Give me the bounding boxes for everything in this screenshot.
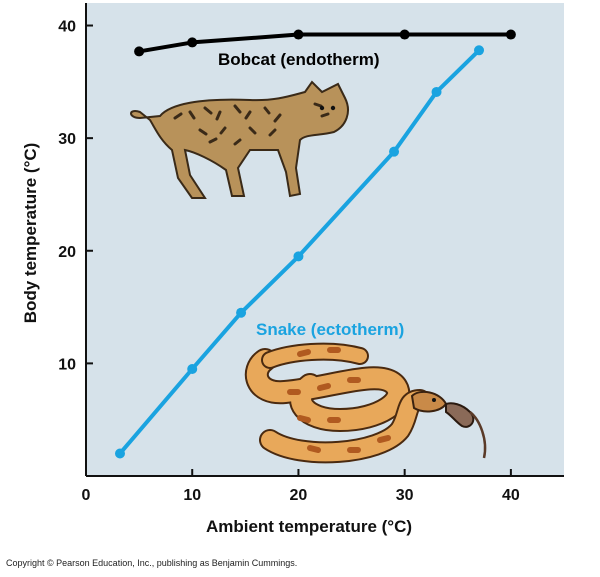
y-tick-label: 30 — [58, 131, 76, 148]
x-tick-label: 0 — [82, 487, 91, 504]
copyright-notice: Copyright © Pearson Education, Inc., pub… — [6, 558, 298, 568]
snake-series-label: Snake (ectotherm) — [256, 320, 404, 339]
snake-illustration — [244, 342, 487, 464]
snake-data-point — [293, 251, 304, 262]
bobcat-data-point — [187, 37, 198, 48]
snake-data-point — [114, 448, 125, 459]
chart-marks: 0 10 20 30 40 10 20 30 40 Ambient temperature (°C… — [21, 3, 564, 536]
bobcat-data-point — [399, 29, 410, 40]
bobcat-data-point — [505, 29, 516, 40]
x-axis-title: Ambient temperature (°C) — [206, 517, 412, 536]
x-tick-label: 40 — [502, 487, 520, 504]
bobcat-series-label: Bobcat (endotherm) — [218, 50, 380, 69]
x-tick-label: 20 — [290, 487, 308, 504]
y-tick-label: 10 — [58, 356, 76, 373]
snake-data-point — [431, 86, 442, 97]
y-tick-label: 20 — [58, 244, 76, 261]
y-axis-title: Body temperature (°C) — [21, 143, 40, 324]
bobcat-data-point — [293, 29, 304, 40]
bobcat-illustration — [130, 80, 349, 199]
snake-data-point — [236, 307, 247, 318]
plot-background — [86, 3, 564, 476]
snake-data-point — [187, 364, 198, 375]
x-tick-label: 10 — [183, 487, 201, 504]
snake-data-point — [389, 146, 400, 157]
y-tick-label: 40 — [58, 19, 76, 36]
x-tick-label: 30 — [396, 487, 414, 504]
snake-data-point — [474, 45, 485, 56]
bobcat-data-point — [134, 46, 145, 57]
